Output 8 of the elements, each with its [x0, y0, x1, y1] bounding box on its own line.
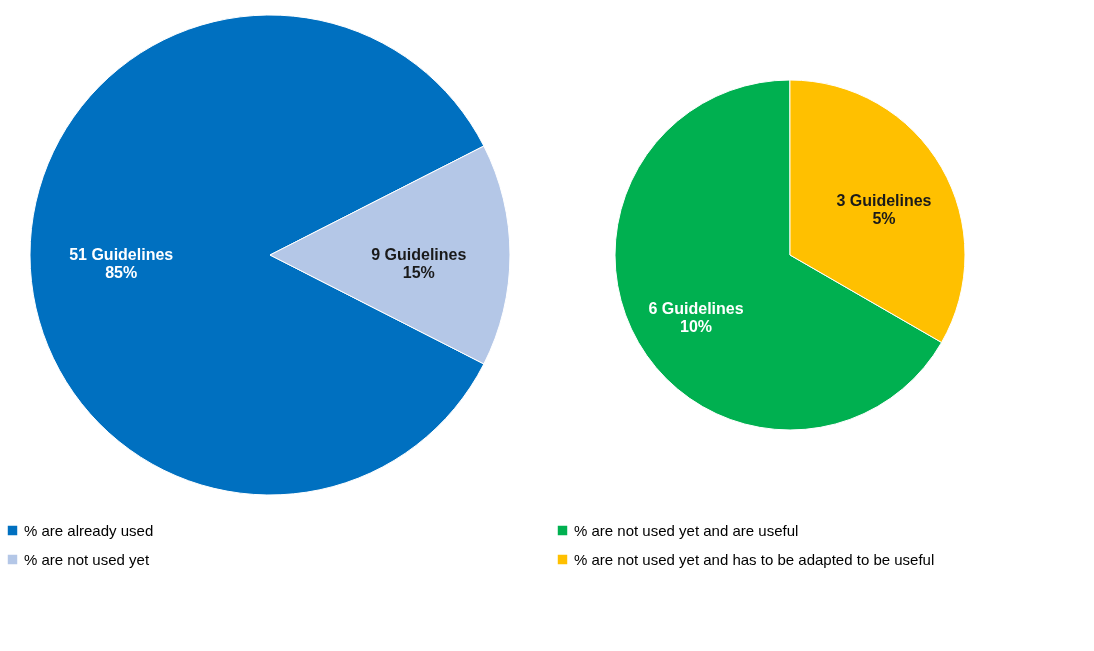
legend-label: % are not used yet and has to be adapted to be useful	[574, 550, 935, 568]
legend-label: % are not used yet	[24, 550, 150, 568]
data-label: 3 Guidelines 5%	[836, 191, 932, 227]
legend-label: % are already used	[24, 521, 154, 539]
data-label: 6 Guidelines 10%	[648, 300, 744, 336]
data-label: 51 Guidelines 85%	[69, 246, 174, 282]
legend-label: % are not used yet and are useful	[574, 521, 799, 539]
data-label: 9 Guidelines 15%	[371, 245, 467, 281]
